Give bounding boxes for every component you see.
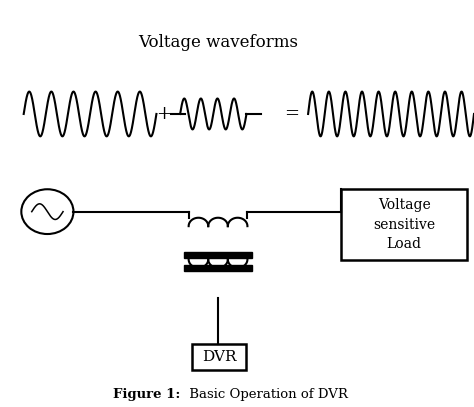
Text: Figure 1:: Figure 1: <box>113 388 180 401</box>
Text: Voltage
sensitive
Load: Voltage sensitive Load <box>373 198 435 252</box>
Bar <box>341 189 467 260</box>
Text: Basic Operation of DVR: Basic Operation of DVR <box>185 388 348 401</box>
Text: +: + <box>156 105 171 123</box>
Text: Voltage waveforms: Voltage waveforms <box>138 34 298 51</box>
Bar <box>192 344 246 370</box>
Text: =: = <box>284 105 299 123</box>
Text: DVR: DVR <box>202 350 237 364</box>
Bar <box>184 265 252 271</box>
Bar <box>184 252 252 258</box>
